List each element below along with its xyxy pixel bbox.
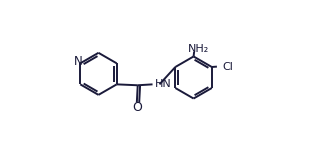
Text: Cl: Cl xyxy=(222,62,233,72)
Text: HN: HN xyxy=(155,79,172,89)
Text: NH₂: NH₂ xyxy=(187,44,209,54)
Text: O: O xyxy=(132,101,142,114)
Text: N: N xyxy=(74,55,83,68)
